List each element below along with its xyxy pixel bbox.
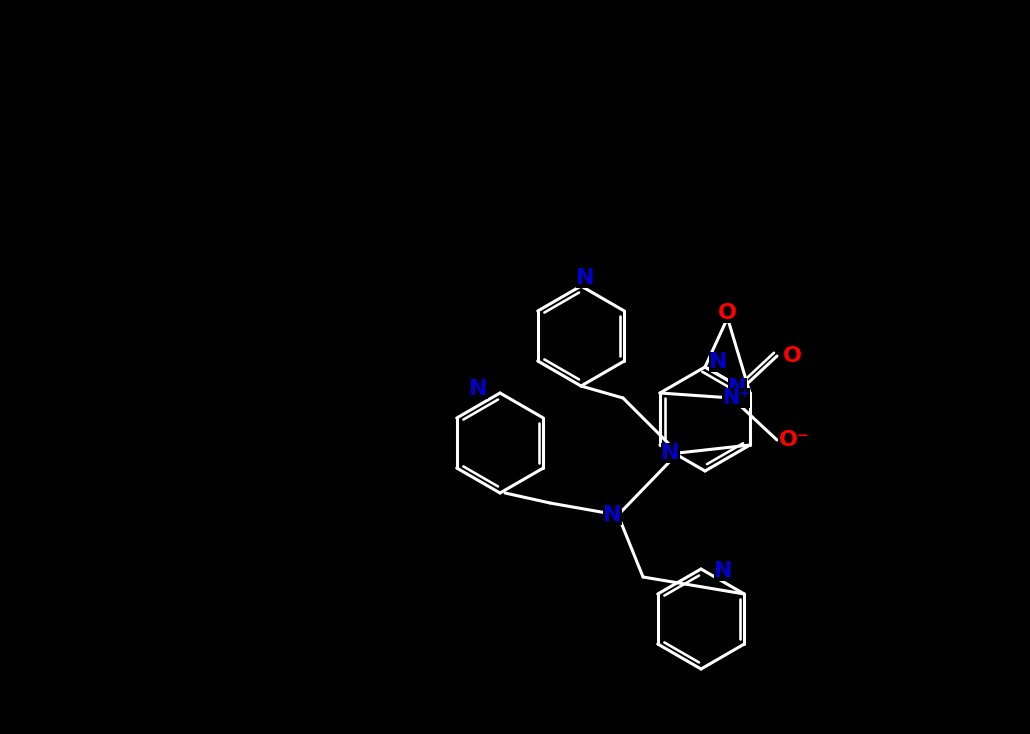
Text: O: O <box>718 303 737 323</box>
Text: O: O <box>783 346 801 366</box>
Text: N⁺: N⁺ <box>722 388 750 408</box>
Text: N: N <box>661 443 679 463</box>
Text: N: N <box>714 561 732 581</box>
Text: N: N <box>709 352 727 372</box>
Text: N: N <box>603 505 621 525</box>
Text: N: N <box>728 378 747 398</box>
Text: N: N <box>469 379 487 399</box>
Text: N: N <box>576 268 594 288</box>
Text: O⁻: O⁻ <box>779 430 810 450</box>
